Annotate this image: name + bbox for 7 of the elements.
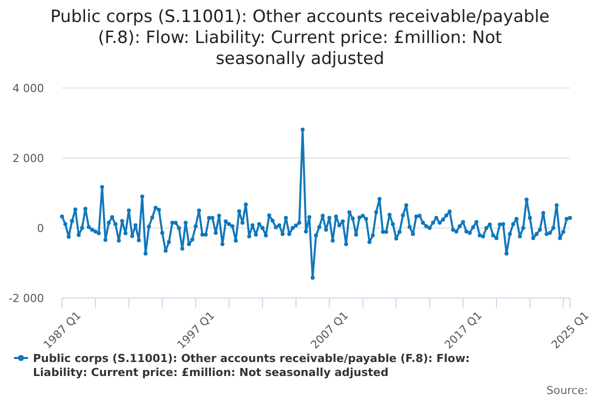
y-tick-label: 0 <box>37 222 44 235</box>
y-tick-label: -2 000 <box>8 292 44 305</box>
y-tick-label: 4 000 <box>12 82 44 95</box>
chart-title: Public corps (S.11001): Other accounts receivable/payable (F.8): Flow: Liability: Current price: £million: Not seasonally adjusted <box>50 7 550 69</box>
source-note: Source: <box>546 384 588 397</box>
legend-label: Public corps (S.11001): Other accounts receivable/payable (F.8): Flow: Liability: Current price: £million: Not seasonally adjusted <box>33 352 470 379</box>
y-tick-label: 2 000 <box>12 152 44 165</box>
